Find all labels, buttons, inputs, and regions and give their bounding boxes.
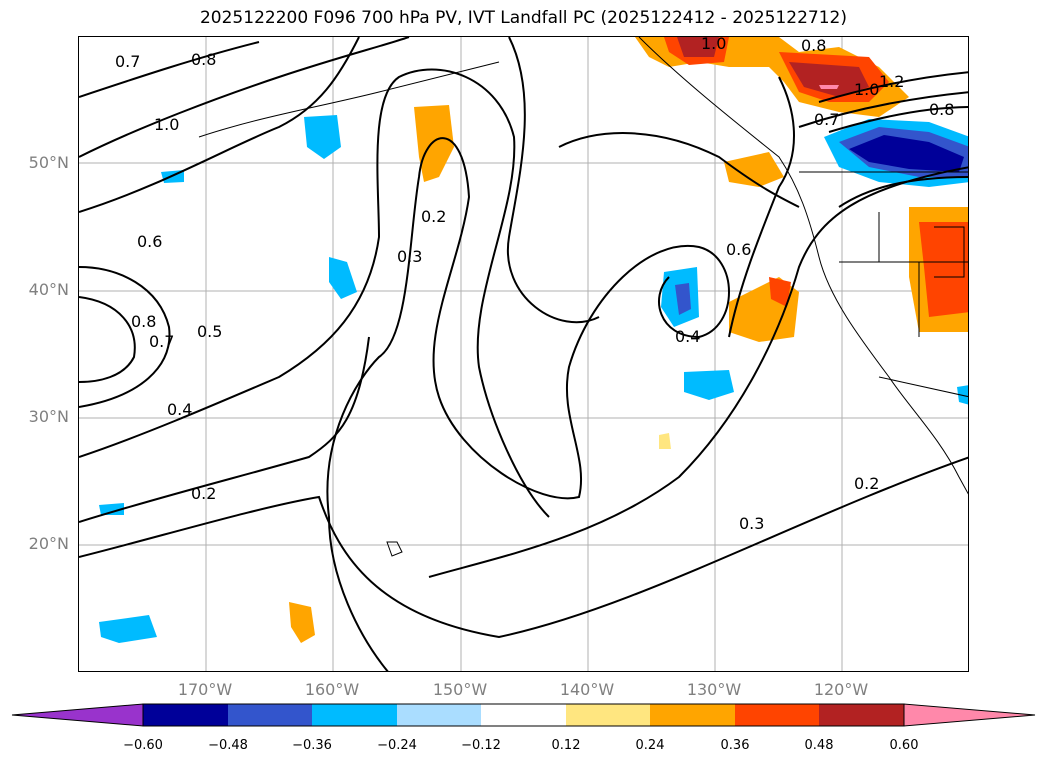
contour-label: 0.6: [137, 232, 162, 251]
contour-label: 0.3: [739, 514, 764, 533]
contour-label: 1.0: [701, 37, 726, 53]
colorbar-segment: [819, 704, 904, 726]
contour-label: 0.7: [115, 52, 140, 71]
colorbar-tick: −0.60: [123, 738, 163, 753]
colorbar-segment: [566, 704, 650, 726]
colorbar-segments: [142, 703, 905, 727]
contour-label: 0.8: [929, 100, 954, 119]
colorbar-segment: [312, 704, 397, 726]
lon-label-120w: 120°W: [813, 680, 869, 699]
contour-label: 0.8: [131, 312, 156, 331]
contour-label: 1.0: [154, 115, 179, 134]
contour-label: 0.4: [167, 400, 192, 419]
contour-label: 1.2: [879, 72, 904, 91]
lon-label-170w: 170°W: [177, 680, 233, 699]
colorbar-tick: 0.24: [635, 738, 665, 753]
colorbar-tick: 0.36: [720, 738, 750, 753]
colorbar-segment: [228, 704, 312, 726]
map-title: 2025122200 F096 700 hPa PV, IVT Landfall…: [199, 8, 847, 28]
lat-label-50n: 50°N: [28, 153, 69, 172]
colorbar-segment: [481, 704, 566, 726]
colorbar-tick: 0.12: [551, 738, 581, 753]
colorbar-left-arrow: [11, 703, 144, 727]
colorbar-segment: [397, 704, 481, 726]
contour-label: 0.2: [191, 484, 216, 503]
contour-label: 0.7: [814, 110, 839, 129]
lon-label-140w: 140°W: [559, 680, 615, 699]
colorbar-tick: −0.36: [292, 738, 332, 753]
lat-label-40n: 40°N: [28, 280, 69, 299]
contour-label: 0.2: [854, 474, 879, 493]
colorbar-tick: 0.48: [804, 738, 834, 753]
colorbar-segment: [735, 704, 819, 726]
coastlines: [198, 37, 968, 557]
contour-label: 0.8: [801, 37, 826, 55]
lon-label-160w: 160°W: [304, 680, 360, 699]
contour-label: 0.3: [397, 247, 422, 266]
lon-label-130w: 130°W: [686, 680, 742, 699]
shaded-anomalies: [99, 37, 968, 643]
lat-label-30n: 30°N: [28, 407, 69, 426]
colorbar-right-arrow: [903, 703, 1036, 727]
map-canvas: 0.7 0.8 1.0 0.6 0.8 0.7 0.5 0.4 0.3 0.2 …: [79, 37, 968, 671]
lat-label-20n: 20°N: [28, 534, 69, 553]
lon-label-150w: 150°W: [432, 680, 488, 699]
colorbar: [11, 703, 1036, 727]
contour-label: 1.0: [854, 80, 879, 99]
contour-label: 0.5: [197, 322, 222, 341]
contour-label: 0.2: [421, 207, 446, 226]
contour-label: 0.4: [675, 327, 700, 346]
contour-label: 0.8: [191, 50, 216, 69]
colorbar-tick: −0.48: [208, 738, 248, 753]
colorbar-tick: 0.60: [889, 738, 919, 753]
colorbar-tick: −0.12: [461, 738, 501, 753]
pv-contours: [79, 37, 968, 671]
colorbar-segment: [650, 704, 735, 726]
colorbar-tick: −0.24: [377, 738, 417, 753]
colorbar-segment: [143, 704, 228, 726]
contour-labels: 0.7 0.8 1.0 0.6 0.8 0.7 0.5 0.4 0.3 0.2 …: [115, 37, 954, 533]
contour-label: 0.7: [149, 332, 174, 351]
map-panel[interactable]: 0.7 0.8 1.0 0.6 0.8 0.7 0.5 0.4 0.3 0.2 …: [78, 36, 969, 672]
contour-label: 0.6: [726, 240, 751, 259]
